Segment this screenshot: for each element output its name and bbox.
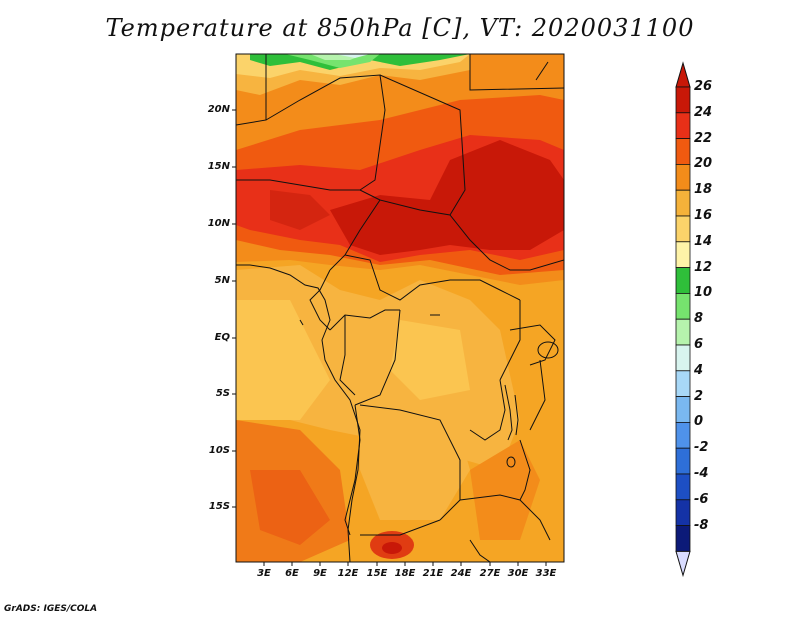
colorbar-over-arrow xyxy=(675,61,691,88)
lon-label: 15E xyxy=(366,568,388,579)
map-title: Temperature at 850hPa [C], VT: 202003110… xyxy=(105,14,695,42)
lat-label: 5N xyxy=(214,275,230,286)
colorbar-swatch xyxy=(675,447,691,475)
lon-label: 9E xyxy=(313,568,327,579)
country-borders xyxy=(236,54,564,562)
grads-credit: GrADS: IGES/COLA xyxy=(4,604,98,614)
axis-ticks xyxy=(232,109,547,566)
colorbar-label: 26 xyxy=(694,79,713,94)
lat-label: 5S xyxy=(215,388,230,399)
lat-label: EQ xyxy=(214,332,230,343)
colorbar-label: 8 xyxy=(694,311,704,327)
colorbar-label: 16 xyxy=(694,208,713,223)
colorbar-label: -2 xyxy=(694,440,709,456)
colorbar xyxy=(675,61,691,578)
colorbar-swatch xyxy=(675,344,691,372)
colorbar-swatch xyxy=(675,473,691,501)
colorbar-label: 22 xyxy=(694,130,713,146)
lon-label: 6E xyxy=(285,568,299,579)
colorbar-swatch xyxy=(675,189,691,217)
lon-label: 18E xyxy=(394,568,416,579)
lon-label: 33E xyxy=(535,568,557,579)
lon-label: 21E xyxy=(422,568,444,579)
colorbar-swatch xyxy=(675,396,691,423)
lat-label: 20N xyxy=(207,104,230,115)
colorbar-label: 20 xyxy=(694,156,713,172)
colorbar-label: 18 xyxy=(694,182,713,198)
colorbar-label: 10 xyxy=(694,285,713,301)
lat-label: 10S xyxy=(208,445,230,456)
colorbar-label: -4 xyxy=(694,466,709,481)
colorbar-swatch xyxy=(675,112,691,140)
colorbar-label: 4 xyxy=(694,362,704,378)
colorbar-label: 12 xyxy=(694,259,713,275)
lon-label: 24E xyxy=(450,568,472,579)
colorbar-label: 14 xyxy=(694,233,713,249)
lat-label: 15S xyxy=(208,501,230,512)
colorbar-label: -8 xyxy=(694,517,709,533)
colorbar-label: 2 xyxy=(694,388,704,404)
colorbar-swatch xyxy=(675,86,691,114)
colorbar-swatch xyxy=(675,241,691,269)
colorbar-swatch xyxy=(675,138,691,165)
lat-label: 10N xyxy=(207,218,230,229)
lakes xyxy=(299,314,559,501)
colorbar-swatch xyxy=(675,318,691,346)
colorbar-label: 6 xyxy=(694,337,704,352)
coastline xyxy=(236,264,361,563)
colorbar-swatch xyxy=(675,267,691,294)
colorbar-swatch xyxy=(675,215,691,243)
lon-label: 30E xyxy=(507,568,529,579)
colorbar-label: 24 xyxy=(694,104,713,120)
map-frame xyxy=(235,53,565,563)
colorbar-swatch xyxy=(675,421,691,449)
colorbar-swatch xyxy=(675,525,691,552)
colorbar-swatch xyxy=(675,499,691,526)
colorbar-label: -6 xyxy=(694,491,709,507)
colorbar-swatch xyxy=(675,163,691,191)
colorbar-under-arrow xyxy=(675,550,691,578)
lat-label: 15N xyxy=(207,161,230,172)
lon-label: 12E xyxy=(337,568,359,579)
colorbar-swatch xyxy=(675,292,691,320)
colorbar-label: 0 xyxy=(694,414,704,430)
lon-label: 3E xyxy=(257,568,271,579)
colorbar-swatch xyxy=(675,370,691,397)
temperature-field xyxy=(236,54,564,562)
lon-label: 27E xyxy=(479,568,501,579)
